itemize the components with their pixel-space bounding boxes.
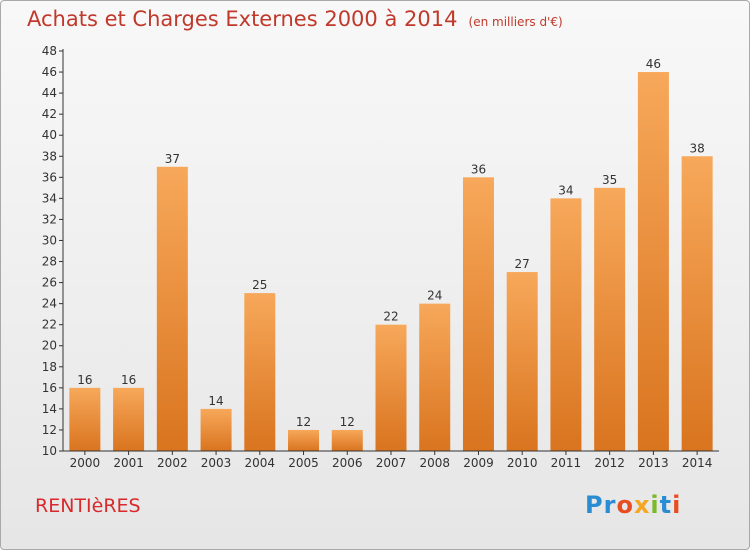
axes-group: 10 12 14 16 18 20 22 24 26 28 30 32 34 36 38 40 42 44 46 48… xyxy=(42,44,719,470)
y-tick-label: 22 xyxy=(42,318,57,332)
y-tick-label: 40 xyxy=(42,128,57,142)
y-tick-label: 38 xyxy=(42,149,57,163)
x-tick-label: 2013 xyxy=(638,456,669,470)
logo-part-6: i xyxy=(672,491,682,519)
y-tick-label: 36 xyxy=(42,170,57,184)
x-tick-label: 2002 xyxy=(157,456,188,470)
y-tick-label: 42 xyxy=(42,107,57,121)
chart-subtitle: (en milliers d'€) xyxy=(468,15,563,29)
x-tick-label: 2008 xyxy=(419,456,450,470)
data-label: 12 xyxy=(340,415,355,429)
y-tick-label: 30 xyxy=(42,233,57,247)
logo-part-4: i xyxy=(650,491,660,519)
bar-2010 xyxy=(506,272,538,451)
data-label: 46 xyxy=(646,57,661,71)
bar-2011 xyxy=(550,198,582,451)
data-label: 24 xyxy=(427,289,442,303)
bars-group: 16 16 37 14 25 12 12 22 24 36 27 34 35 46 38 xyxy=(69,57,713,451)
data-label: 14 xyxy=(208,394,223,408)
bar-2001 xyxy=(113,387,145,451)
y-tick-label: 10 xyxy=(42,444,57,458)
data-label: 27 xyxy=(515,257,530,271)
x-tick-label: 2010 xyxy=(507,456,538,470)
data-label: 25 xyxy=(252,278,267,292)
x-tick-label: 2006 xyxy=(332,456,363,470)
y-tick-label: 48 xyxy=(42,44,57,58)
y-tick-label: 24 xyxy=(42,297,57,311)
y-tick-label: 44 xyxy=(42,86,57,100)
data-label: 34 xyxy=(558,183,573,197)
x-tick-label: 2011 xyxy=(551,456,582,470)
proxiti-logo[interactable]: Proxiti xyxy=(585,491,681,519)
y-tick-label: 18 xyxy=(42,360,57,374)
y-tick-label: 12 xyxy=(42,423,57,437)
bar-2008 xyxy=(419,303,451,451)
y-tick-label: 46 xyxy=(42,65,57,79)
data-label: 22 xyxy=(383,310,398,324)
bar-2000 xyxy=(69,387,101,451)
data-label: 35 xyxy=(602,173,617,187)
y-tick-label: 14 xyxy=(42,402,57,416)
bar-2014 xyxy=(681,156,713,451)
bar-2012 xyxy=(594,187,626,451)
x-tick-label: 2007 xyxy=(376,456,407,470)
bar-2004 xyxy=(244,293,276,451)
bar-2009 xyxy=(462,177,494,451)
x-tick-label: 2014 xyxy=(682,456,713,470)
bar-2003 xyxy=(200,408,232,451)
y-tick-label: 28 xyxy=(42,255,57,269)
x-tick-label: 2004 xyxy=(245,456,276,470)
bar-2013 xyxy=(637,72,669,451)
x-tick-label: 2009 xyxy=(463,456,494,470)
logo-part-1: Pr xyxy=(585,491,617,519)
bar-2002 xyxy=(156,166,188,451)
logo-part-5: t xyxy=(659,491,673,519)
data-label: 12 xyxy=(296,415,311,429)
data-label: 16 xyxy=(77,373,92,387)
data-label: 37 xyxy=(165,152,180,166)
x-tick-label: 2005 xyxy=(288,456,319,470)
data-label: 36 xyxy=(471,162,486,176)
chart-title: Achats et Charges Externes 2000 à 2014 xyxy=(27,7,458,31)
bar-2005 xyxy=(288,429,320,451)
x-tick-label: 2000 xyxy=(70,456,101,470)
commune-name: RENTIèRES xyxy=(35,495,141,517)
y-tick-label: 32 xyxy=(42,212,57,226)
bar-2006 xyxy=(331,429,363,451)
data-label: 38 xyxy=(689,141,704,155)
x-tick-label: 2001 xyxy=(113,456,144,470)
data-label: 16 xyxy=(121,373,136,387)
x-tick-label: 2012 xyxy=(594,456,625,470)
y-tick-label: 26 xyxy=(42,276,57,290)
bar-2007 xyxy=(375,324,407,451)
x-tick-label: 2003 xyxy=(201,456,232,470)
y-tick-label: 16 xyxy=(42,381,57,395)
logo-part-2: o xyxy=(616,491,634,519)
y-tick-label: 20 xyxy=(42,339,57,353)
title-row: Achats et Charges Externes 2000 à 2014 (… xyxy=(27,7,563,31)
y-tick-label: 34 xyxy=(42,191,57,205)
logo-part-3: x xyxy=(633,491,651,519)
